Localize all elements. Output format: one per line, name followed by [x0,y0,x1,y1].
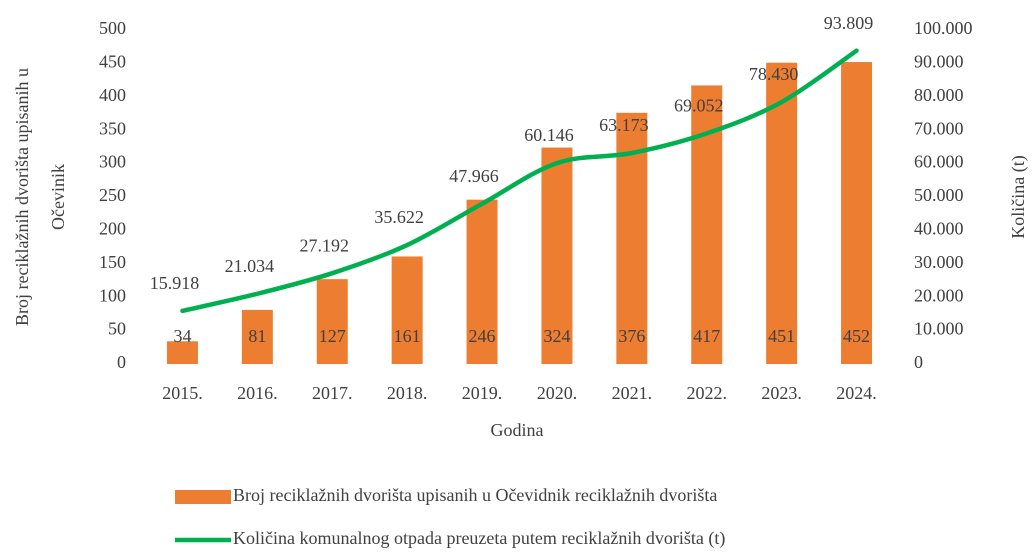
line-value-label: 27.192 [300,235,350,255]
bar [841,62,873,365]
y2-tick-label: 90.000 [914,52,964,72]
bar-value-label: 452 [843,326,870,346]
bar [391,256,423,364]
y2-axis-label: Količina (t) [1008,155,1029,238]
y-tick-label: 300 [99,152,126,172]
y2-tick-label: 80.000 [914,85,964,105]
x-tick-label: 2016. [237,383,278,403]
y-tick-label: 500 [99,18,126,38]
bar-value-label: 451 [768,326,795,346]
y-tick-label: 100 [99,285,126,305]
y-tick-label: 450 [99,52,126,72]
x-axis-label: Godina [491,420,544,440]
line-value-label: 47.966 [449,166,499,186]
line-value-label: 35.622 [374,207,424,227]
y2-tick-label: 70.000 [914,118,964,138]
y-axis-label-line: Očevinik [48,164,68,230]
bar-value-label: 246 [469,326,496,346]
y2-tick-label: 60.000 [914,152,964,172]
y2-tick-label: 10.000 [914,319,964,339]
y-tick-label: 150 [99,252,126,272]
y-axis-label: Broj reciklažnih dvorišta upisanih u Oče… [12,68,68,326]
x-tick-label: 2015. [162,383,203,403]
bar-value-label: 161 [394,326,421,346]
line-value-label: 93.809 [824,13,874,33]
line-value-label: 63.173 [599,115,649,135]
y2-tick-label: 40.000 [914,219,964,239]
bar [166,341,198,364]
y-axis-label-line: Broj reciklažnih dvorišta upisanih u [12,68,32,326]
bar-value-label: 81 [248,326,266,346]
bar [466,199,498,364]
y2-tick-label: 50.000 [914,185,964,205]
x-tick-label: 2024. [836,383,877,403]
y-tick-label: 0 [117,352,126,372]
y-tick-label: 200 [99,219,126,239]
y2-tick-label: 100.000 [914,18,973,38]
x-tick-label: 2022. [687,383,728,403]
bar-value-label: 127 [319,326,346,346]
line-value-label: 69.052 [674,95,724,115]
line-value-label: 21.034 [225,256,275,276]
x-tick-label: 2020. [537,383,578,403]
x-tick-label: 2021. [612,383,653,403]
y2-tick-label: 20.000 [914,285,964,305]
y2-tick-label: 30.000 [914,252,964,272]
legend-swatch [175,490,231,504]
y-tick-label: 50 [108,319,126,339]
bar-value-label: 417 [693,326,720,346]
x-tick-label: 2023. [761,383,802,403]
bar-value-label: 376 [618,326,645,346]
bar [241,309,273,364]
bar [766,62,798,365]
y-tick-label: 400 [99,85,126,105]
legend-label: Broj reciklažnih dvorišta upisanih u Oče… [233,485,717,505]
y-tick-label: 250 [99,185,126,205]
line-value-label: 15.918 [150,273,200,293]
line-value-label: 60.146 [524,125,574,145]
bar-value-label: 34 [173,326,191,346]
y2-tick-label: 0 [914,352,923,372]
x-tick-label: 2019. [462,383,503,403]
line [180,48,859,314]
bar [316,279,348,364]
line-value-label: 78.430 [749,64,799,84]
y-tick-label: 350 [99,118,126,138]
legend-label: Količina komunalnog otpada preuzeta pute… [233,528,725,549]
x-tick-label: 2018. [387,383,428,403]
x-tick-label: 2017. [312,383,353,403]
bar-value-label: 324 [543,326,570,346]
bar [541,147,573,364]
